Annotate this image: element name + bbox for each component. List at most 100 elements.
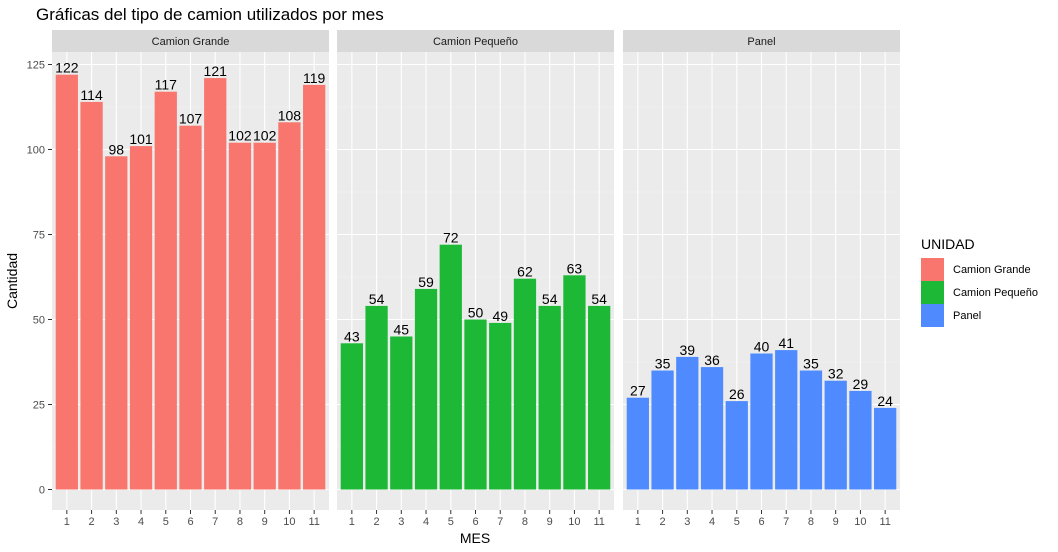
x-tick-label: 3 [684, 516, 690, 528]
bar-value-label: 40 [754, 339, 770, 355]
bar-value-label: 102 [228, 128, 252, 144]
legend-swatch [921, 304, 944, 327]
x-tick-label: 7 [497, 516, 503, 528]
x-tick-label: 1 [349, 516, 355, 528]
bar [464, 319, 487, 490]
bar-value-label: 119 [303, 70, 326, 86]
bar [253, 142, 276, 490]
x-tick-label: 4 [138, 516, 144, 528]
x-tick-label: 5 [448, 516, 454, 528]
bar-value-label: 26 [729, 386, 745, 402]
y-tick-label: 25 [33, 400, 45, 412]
facet-strip [337, 30, 614, 52]
x-tick-label: 7 [783, 516, 789, 528]
bar [700, 367, 724, 490]
x-tick-label: 4 [709, 516, 715, 528]
legend-swatch [921, 258, 944, 281]
bar [824, 380, 847, 490]
bar-value-label: 114 [80, 87, 103, 103]
x-tick-label: 5 [734, 516, 740, 528]
bar-value-label: 29 [853, 376, 869, 392]
bar [129, 146, 153, 490]
bar [588, 305, 611, 490]
x-tick-label: 11 [879, 516, 890, 528]
bar [80, 101, 103, 490]
bar-value-label: 45 [394, 322, 410, 338]
y-tick-label: 125 [27, 60, 45, 72]
bar [489, 322, 512, 490]
bar-value-label: 108 [278, 107, 302, 123]
bar [849, 390, 872, 490]
bar-value-label: 59 [418, 274, 434, 290]
facet-strip [623, 30, 900, 52]
bar-value-label: 107 [179, 111, 203, 127]
x-tick-label: 3 [113, 516, 119, 528]
bar [55, 74, 78, 490]
bar [799, 370, 823, 490]
bar [626, 397, 649, 490]
bar-value-label: 54 [369, 291, 385, 307]
x-tick-label: 3 [398, 516, 404, 528]
legend-swatch [921, 281, 944, 304]
bar-value-label: 43 [344, 328, 360, 344]
bar [725, 401, 748, 490]
bar-value-label: 24 [877, 393, 893, 409]
bar [365, 305, 388, 490]
x-tick-label: 9 [833, 516, 839, 528]
bar [538, 305, 561, 490]
bar [278, 122, 301, 490]
bar-value-label: 101 [129, 131, 153, 147]
bar [340, 343, 363, 490]
bar [228, 142, 252, 490]
x-tick-label: 11 [308, 516, 319, 528]
x-tick-label: 8 [237, 516, 243, 528]
facet-strip-label: Camion Pequeño [433, 36, 518, 48]
bar [390, 336, 413, 490]
bar-value-label: 102 [253, 128, 277, 144]
x-tick-label: 8 [522, 516, 528, 528]
x-tick-label: 2 [660, 516, 666, 528]
y-tick-label: 100 [27, 145, 45, 157]
x-tick-label: 6 [187, 516, 193, 528]
chart-title: Gráficas del tipo de camion utilizados p… [36, 5, 384, 24]
legend-entry-label: Panel [953, 310, 981, 322]
y-axis-title: Cantidad [4, 253, 20, 309]
bar [563, 275, 586, 490]
bar [303, 84, 326, 490]
x-tick-label: 10 [283, 516, 295, 528]
legend: UNIDAD Camion Grande Camion Pequeño Panel [921, 236, 1038, 327]
bar [154, 91, 177, 490]
bar [439, 244, 462, 490]
bar-value-label: 121 [204, 63, 228, 79]
bar-value-label: 32 [828, 366, 844, 382]
y-tick-label: 75 [33, 230, 45, 242]
bar [414, 288, 438, 490]
bar [179, 125, 202, 490]
bar-value-label: 49 [492, 308, 508, 324]
x-tick-label: 10 [568, 516, 580, 528]
x-tick-label: 8 [808, 516, 814, 528]
bar [775, 350, 798, 490]
bar-value-label: 63 [567, 260, 583, 276]
x-tick-label: 1 [64, 516, 70, 528]
bar-value-label: 35 [803, 356, 819, 372]
bar-value-label: 98 [109, 141, 125, 157]
bar-value-label: 122 [55, 60, 79, 76]
x-tick-label: 4 [423, 516, 429, 528]
bar [750, 353, 773, 490]
x-tick-label: 2 [89, 516, 95, 528]
bar [204, 78, 227, 490]
bar-value-label: 39 [680, 342, 696, 358]
x-tick-label: 5 [163, 516, 169, 528]
bar [874, 407, 897, 490]
legend-entry-label: Camion Grande [953, 264, 1031, 276]
x-tick-label: 10 [854, 516, 866, 528]
y-tick-label: 50 [33, 315, 45, 327]
bar-value-label: 27 [630, 383, 646, 399]
facet-panel: Panel 27 35 39 36 26 40 41 35 32 29 24 1 2 3 4 5 6 7 8 9 10 11 [623, 30, 900, 528]
bar-value-label: 35 [655, 356, 671, 372]
bar [513, 278, 537, 490]
legend-entry-label: Camion Pequeño [953, 287, 1038, 299]
